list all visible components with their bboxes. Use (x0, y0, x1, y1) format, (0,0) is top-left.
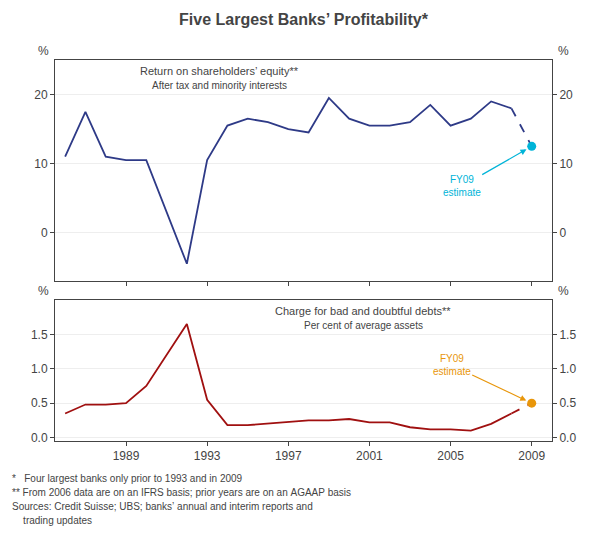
svg-text:1.5: 1.5 (559, 328, 576, 342)
svg-text:%: % (558, 44, 569, 58)
svg-text:0.0: 0.0 (31, 431, 48, 445)
svg-text:2001: 2001 (356, 449, 383, 463)
svg-text:Five Largest Banks’ Profitabil: Five Largest Banks’ Profitability* (179, 11, 429, 28)
svg-text:FY09estimate: FY09estimate (443, 174, 481, 198)
svg-text:1.0: 1.0 (31, 362, 48, 376)
svg-text:0.5: 0.5 (31, 396, 48, 410)
svg-text:2005: 2005 (437, 449, 464, 463)
svg-text:10: 10 (559, 157, 573, 171)
svg-text:0.0: 0.0 (559, 431, 576, 445)
svg-text:1989: 1989 (113, 449, 140, 463)
svg-text:0.5: 0.5 (559, 396, 576, 410)
svg-text:Charge for bad and doubtful de: Charge for bad and doubtful debts** (275, 305, 451, 317)
svg-text:After tax and minority interes: After tax and minority interests (152, 80, 287, 91)
svg-text:0: 0 (41, 226, 48, 240)
svg-text:Per cent of average assets: Per cent of average assets (304, 320, 423, 331)
svg-text:%: % (38, 44, 49, 58)
svg-text:1.0: 1.0 (559, 362, 576, 376)
svg-text:20: 20 (34, 88, 48, 102)
svg-text:%: % (558, 284, 569, 298)
svg-text:1993: 1993 (194, 449, 221, 463)
svg-text:** From 2006 data are on an IF: ** From 2006 data are on an IFRS basis; … (12, 487, 351, 498)
svg-text:10: 10 (34, 157, 48, 171)
svg-text:* Four largest banks only pr: * Four largest banks only prior to 1993 … (12, 473, 243, 484)
svg-text:Sources: Credit Suisse; UBS; b: Sources: Credit Suisse; UBS; banks’ annu… (12, 501, 313, 512)
svg-text:FY09estimate: FY09estimate (433, 353, 471, 377)
svg-text:20: 20 (559, 88, 573, 102)
svg-text:1.5: 1.5 (31, 328, 48, 342)
svg-text:2009: 2009 (518, 449, 545, 463)
svg-text:1997: 1997 (275, 449, 302, 463)
svg-text:%: % (38, 284, 49, 298)
svg-text:0: 0 (559, 226, 566, 240)
svg-text:Return on shareholders’ equity: Return on shareholders’ equity** (140, 65, 299, 77)
svg-text:trading updates: trading updates (12, 515, 92, 526)
